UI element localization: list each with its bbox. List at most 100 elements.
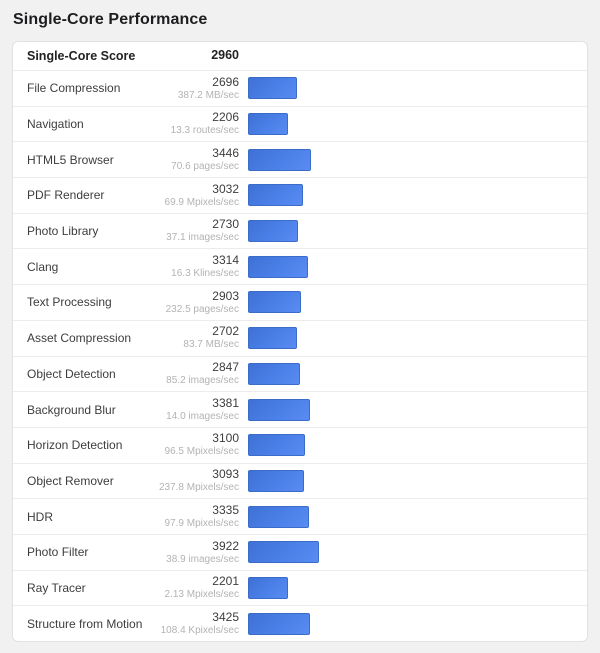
- benchmark-score: 3032: [212, 181, 239, 196]
- benchmark-score: 3093: [212, 467, 239, 482]
- benchmark-bar-col: [239, 398, 573, 421]
- benchmark-score: 3100: [212, 431, 239, 446]
- benchmark-rate: 108.4 Kpixels/sec: [160, 624, 239, 636]
- benchmark-row: File Compression 2696 387.2 MB/sec: [13, 70, 587, 106]
- benchmark-bar-col: [239, 434, 573, 457]
- benchmark-score-col: 3314 16.3 Klines/sec: [157, 253, 239, 281]
- summary-label: Single-Core Score: [27, 49, 136, 63]
- score-bar: [248, 291, 301, 314]
- benchmark-score: 2730: [212, 217, 239, 232]
- benchmark-score: 3922: [212, 538, 239, 553]
- benchmark-row-list: File Compression 2696 387.2 MB/sec Navig…: [13, 70, 587, 641]
- summary-score-col: 2960: [157, 48, 239, 64]
- score-bar: [248, 541, 319, 564]
- benchmark-score: 2903: [212, 288, 239, 303]
- benchmark-name: PDF Renderer: [27, 188, 105, 203]
- benchmark-rate: 13.3 routes/sec: [170, 125, 239, 137]
- benchmark-name: Clang: [27, 259, 59, 274]
- benchmark-bar-col: [239, 327, 573, 350]
- benchmark-row: Photo Library 2730 37.1 images/sec: [13, 212, 587, 249]
- benchmark-rate: 38.9 images/sec: [166, 553, 239, 565]
- benchmark-name: HTML5 Browser: [27, 152, 114, 167]
- score-bar: [248, 220, 298, 243]
- score-bar: [248, 113, 288, 136]
- benchmark-score-col: 3446 70.6 pages/sec: [157, 146, 239, 174]
- benchmark-score-col: 2903 232.5 pages/sec: [157, 289, 239, 317]
- benchmark-score-col: 2206 13.3 routes/sec: [157, 110, 239, 138]
- benchmark-score-col: 3335 97.9 Mpixels/sec: [157, 503, 239, 531]
- benchmark-score-col: 3032 69.9 Mpixels/sec: [157, 182, 239, 210]
- benchmark-score: 2847: [212, 360, 239, 375]
- benchmark-bar-col: [239, 220, 573, 243]
- benchmark-score: 2201: [212, 574, 239, 589]
- score-bar: [248, 434, 305, 457]
- benchmark-score: 3425: [212, 609, 239, 624]
- benchmark-name: Object Remover: [27, 473, 114, 488]
- benchmark-row: Photo Filter 3922 38.9 images/sec: [13, 533, 587, 570]
- benchmark-row: HDR 3335 97.9 Mpixels/sec: [13, 498, 587, 534]
- benchmark-row: Object Remover 3093 237.8 Mpixels/sec: [13, 462, 587, 499]
- benchmark-rate: 83.7 MB/sec: [183, 339, 239, 351]
- score-bar: [248, 469, 304, 492]
- benchmark-score-col: 2847 85.2 images/sec: [157, 360, 239, 388]
- score-bar: [248, 576, 288, 599]
- benchmark-rate: 70.6 pages/sec: [171, 160, 239, 172]
- benchmark-rate: 69.9 Mpixels/sec: [164, 196, 239, 208]
- benchmark-bar-col: [239, 184, 573, 207]
- benchmark-row: Text Processing 2903 232.5 pages/sec: [13, 284, 587, 320]
- benchmark-row: Navigation 2206 13.3 routes/sec: [13, 105, 587, 142]
- benchmark-bar-col: [239, 541, 573, 564]
- score-bar: [248, 77, 297, 100]
- benchmark-row: Background Blur 3381 14.0 images/sec: [13, 391, 587, 427]
- benchmark-score: 3335: [212, 502, 239, 517]
- benchmark-score-col: 3381 14.0 images/sec: [157, 396, 239, 424]
- benchmark-row: Clang 3314 16.3 Klines/sec: [13, 248, 587, 284]
- benchmark-row: PDF Renderer 3032 69.9 Mpixels/sec: [13, 177, 587, 213]
- score-bar: [248, 398, 310, 421]
- benchmark-name: Asset Compression: [27, 331, 132, 346]
- benchmark-rate: 14.0 images/sec: [166, 410, 239, 422]
- page-title: Single-Core Performance: [13, 11, 208, 28]
- score-bar: [248, 184, 303, 207]
- benchmark-bar-col: [239, 255, 573, 278]
- benchmark-bar-col: [239, 469, 573, 492]
- benchmark-score-col: 2730 37.1 images/sec: [157, 217, 239, 245]
- benchmark-rate: 387.2 MB/sec: [177, 89, 239, 101]
- benchmark-name: File Compression: [27, 81, 121, 96]
- benchmark-name: Text Processing: [27, 295, 112, 310]
- score-bar: [248, 148, 311, 171]
- benchmark-row: Structure from Motion 3425 108.4 Kpixels…: [13, 605, 587, 641]
- benchmark-row: HTML5 Browser 3446 70.6 pages/sec: [13, 141, 587, 177]
- benchmark-name: Navigation: [27, 117, 84, 132]
- benchmark-name: Background Blur: [27, 402, 116, 417]
- benchmark-row: Ray Tracer 2201 2.13 Mpixels/sec: [13, 569, 587, 606]
- benchmark-bar-col: [239, 612, 573, 635]
- benchmark-score: 2696: [212, 74, 239, 89]
- benchmark-name: HDR: [27, 509, 53, 524]
- benchmark-name: Photo Library: [27, 224, 99, 239]
- benchmark-row: Object Detection 2847 85.2 images/sec: [13, 355, 587, 392]
- benchmark-score: 3446: [212, 145, 239, 160]
- benchmark-row: Asset Compression 2702 83.7 MB/sec: [13, 319, 587, 356]
- score-bar: [248, 255, 308, 278]
- benchmark-name: Horizon Detection: [27, 438, 123, 453]
- benchmark-score-col: 3093 237.8 Mpixels/sec: [157, 467, 239, 495]
- benchmark-rate: 232.5 pages/sec: [165, 303, 239, 315]
- benchmark-rate: 85.2 images/sec: [166, 375, 239, 387]
- benchmark-name: Ray Tracer: [27, 580, 86, 595]
- benchmark-score-col: 3100 96.5 Mpixels/sec: [157, 431, 239, 459]
- benchmark-name: Structure from Motion: [27, 616, 143, 631]
- benchmark-score-col: 2702 83.7 MB/sec: [157, 324, 239, 352]
- benchmark-score: 2702: [212, 324, 239, 339]
- score-bar: [248, 505, 309, 528]
- benchmark-bar-col: [239, 291, 573, 314]
- score-bar: [248, 612, 310, 635]
- benchmark-rate: 97.9 Mpixels/sec: [164, 517, 239, 529]
- benchmark-rate: 237.8 Mpixels/sec: [158, 482, 239, 494]
- benchmark-name: Photo Filter: [27, 545, 89, 560]
- benchmark-score-col: 2696 387.2 MB/sec: [157, 75, 239, 103]
- benchmark-rate: 16.3 Klines/sec: [171, 268, 239, 280]
- benchmark-bar-col: [239, 362, 573, 385]
- benchmark-rate: 2.13 Mpixels/sec: [164, 589, 239, 601]
